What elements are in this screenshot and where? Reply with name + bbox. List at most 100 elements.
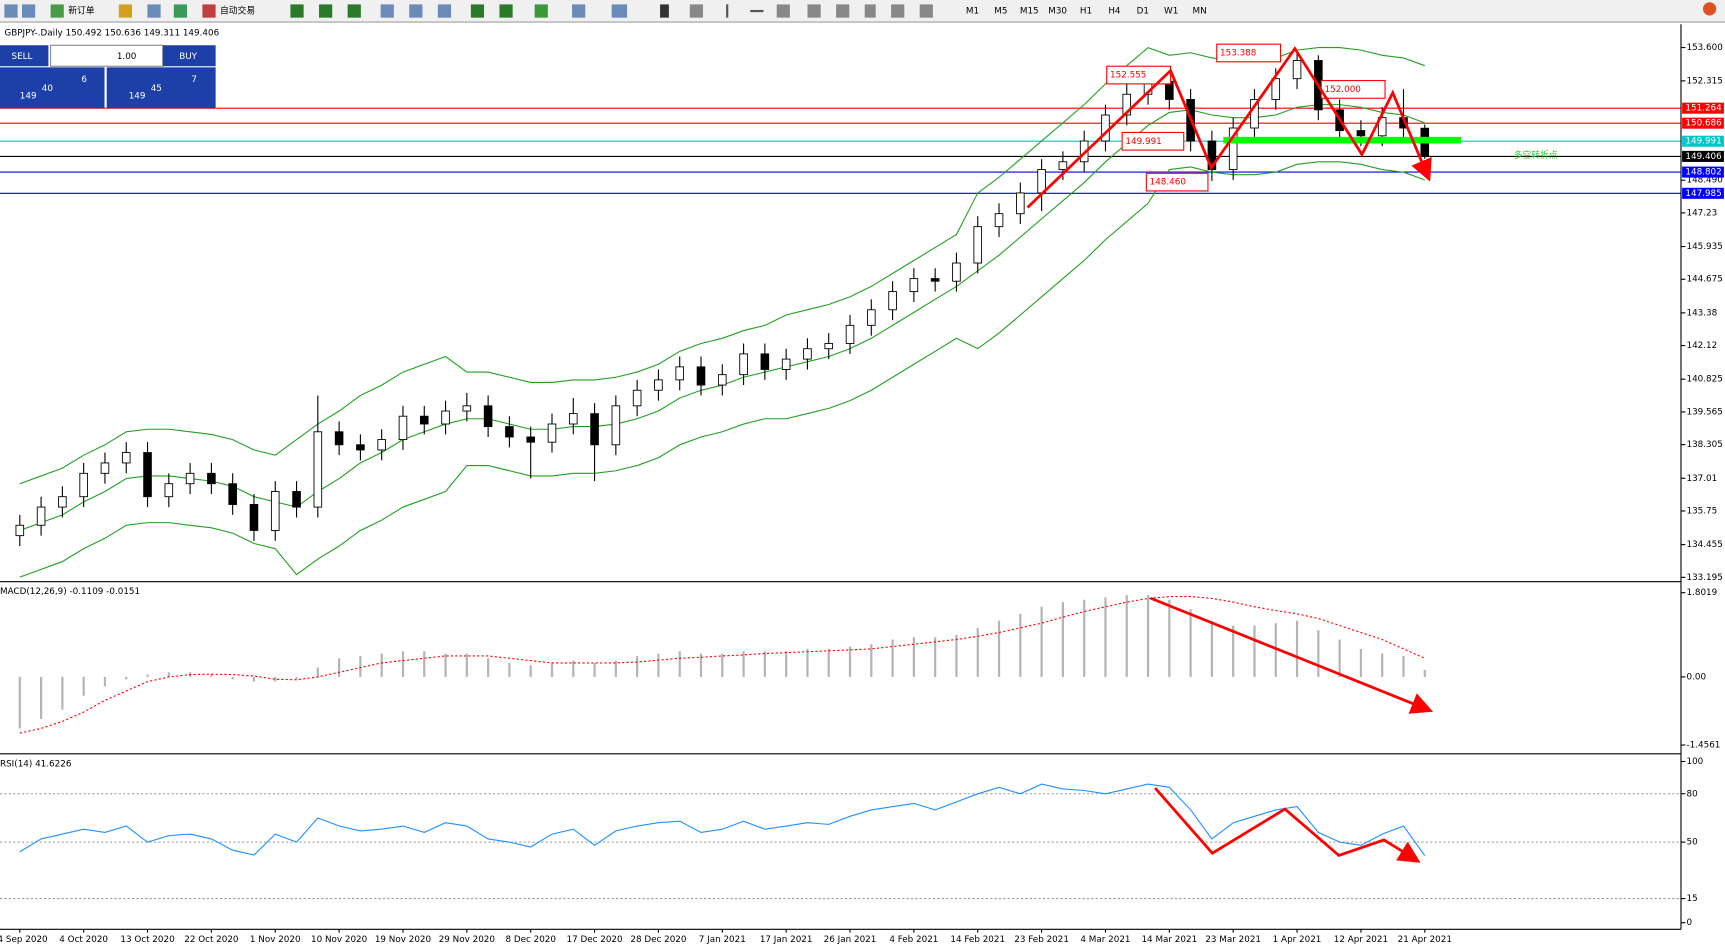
candle-body	[441, 410, 450, 425]
buy-button[interactable]: BUY	[179, 52, 197, 62]
price-annotation: 149.991	[1125, 137, 1161, 147]
candle-body	[483, 405, 493, 428]
x-tick-label: 4 Oct 2020	[59, 935, 108, 945]
x-tick-label: 17 Dec 2020	[567, 935, 624, 945]
price-annotation-box	[1106, 65, 1172, 85]
candle-body	[909, 278, 919, 293]
x-tick-label: 12 Apr 2021	[1334, 935, 1388, 945]
macd-bar	[423, 651, 426, 677]
candle-body	[973, 226, 983, 264]
timeframe-button[interactable]: W1	[1164, 7, 1178, 17]
y-tick-label: 134.455	[1686, 540, 1722, 550]
timeframe-button[interactable]: M15	[1020, 7, 1039, 17]
macd-bar	[699, 653, 703, 677]
y-tick-label: 139.565	[1686, 407, 1722, 417]
new-order-button[interactable]: 新订单	[68, 5, 95, 17]
candle-body	[845, 324, 855, 344]
timeframe-button[interactable]: M1	[966, 7, 979, 17]
x-tick-label: 17 Jan 2021	[760, 935, 813, 945]
signal-line	[19, 596, 1425, 734]
macd-bar	[934, 637, 937, 677]
macd-bar	[997, 620, 1001, 677]
candle-body	[398, 415, 408, 441]
macd-bar	[487, 658, 490, 677]
x-tick-label: 14 Feb 2021	[950, 935, 1005, 945]
x-tick-label: 14 Mar 2021	[1141, 935, 1197, 945]
candle-body	[334, 431, 344, 446]
lot-input[interactable]: 1.00	[117, 52, 137, 62]
price-level-box	[1682, 117, 1724, 129]
macd-bar	[39, 676, 43, 720]
macd-bar	[827, 648, 830, 677]
candle-body	[803, 348, 812, 360]
candle-body	[185, 472, 195, 485]
price-level-label: 151.264	[1685, 104, 1722, 114]
y-tick-label: 144.675	[1686, 275, 1722, 285]
candle-body	[568, 413, 578, 425]
y-tick-label: 143.38	[1686, 308, 1717, 318]
price-level-box	[1682, 150, 1724, 162]
buy-price-big: 149	[129, 92, 146, 102]
candle-body	[164, 483, 174, 498]
macd-bar	[1317, 630, 1320, 677]
macd-bar	[529, 665, 532, 677]
macd-bar	[1061, 602, 1064, 677]
timeframe-button[interactable]: MN	[1193, 7, 1207, 17]
candle-body	[675, 366, 685, 381]
macd-bar	[274, 676, 277, 682]
sell-price-main: 40	[42, 84, 54, 94]
y-tick-label: 1.8019	[1686, 588, 1717, 598]
candle-body	[696, 366, 706, 386]
timeframe-button[interactable]: M30	[1048, 7, 1067, 17]
price-level-box	[1682, 135, 1724, 147]
sell-button[interactable]: SELL	[12, 52, 33, 62]
macd-bar	[103, 676, 107, 687]
candle-body	[249, 504, 259, 531]
y-tick-label: 140.825	[1686, 375, 1722, 385]
candle-body	[313, 431, 323, 508]
chart-title: GBPJPY-.Daily 150.492 150.636 149.311 14…	[4, 29, 219, 39]
macd-bar	[806, 648, 809, 677]
y-tick-label: 153.600	[1686, 43, 1723, 53]
macd-bar	[848, 646, 852, 677]
x-tick-label: 4 Feb 2021	[889, 935, 938, 945]
timeframe-button[interactable]: D1	[1137, 7, 1149, 17]
candle-body	[952, 262, 961, 282]
macd-bar	[593, 662, 596, 677]
bollinger-band	[19, 46, 1425, 485]
macd-bar	[210, 674, 213, 677]
sell-price-sup: 6	[81, 75, 87, 85]
candle-body	[207, 472, 216, 485]
y-tick-label: 50	[1686, 838, 1698, 848]
candle-body	[419, 415, 429, 425]
trade-panel: SELL 1.00 BUY 149 40 6 149 45 7	[0, 44, 216, 109]
candle-body	[1037, 169, 1046, 194]
macd-bar	[1338, 639, 1341, 677]
timeframe-button[interactable]: H4	[1108, 7, 1121, 17]
candle-body	[58, 496, 67, 508]
candle-body	[888, 291, 897, 311]
macd-bar	[678, 651, 681, 677]
macd-bar	[870, 644, 873, 677]
candle-body	[36, 506, 46, 526]
timeframe-button[interactable]: H1	[1080, 7, 1092, 17]
auto-trading-button[interactable]: 自动交易	[220, 5, 255, 17]
macd-bar	[316, 667, 319, 677]
y-tick-label: 138.305	[1686, 440, 1722, 450]
candle-body	[867, 309, 876, 326]
macd-bar	[1146, 595, 1150, 677]
candle-body	[228, 483, 237, 505]
candle-body	[994, 213, 1004, 228]
price-annotation: 153.388	[1220, 48, 1256, 58]
toolbar	[0, 0, 1725, 23]
macd-bar	[252, 676, 256, 682]
candle-body	[739, 353, 748, 376]
bollinger-band	[19, 161, 1425, 578]
toolbar-icons	[4, 2, 1717, 18]
y-tick-label: 80	[1686, 789, 1698, 799]
macd-bar	[167, 672, 170, 677]
x-tick-label: 23 Feb 2021	[1014, 935, 1069, 945]
timeframe-button[interactable]: M5	[994, 7, 1007, 17]
candle-body	[1207, 140, 1217, 170]
